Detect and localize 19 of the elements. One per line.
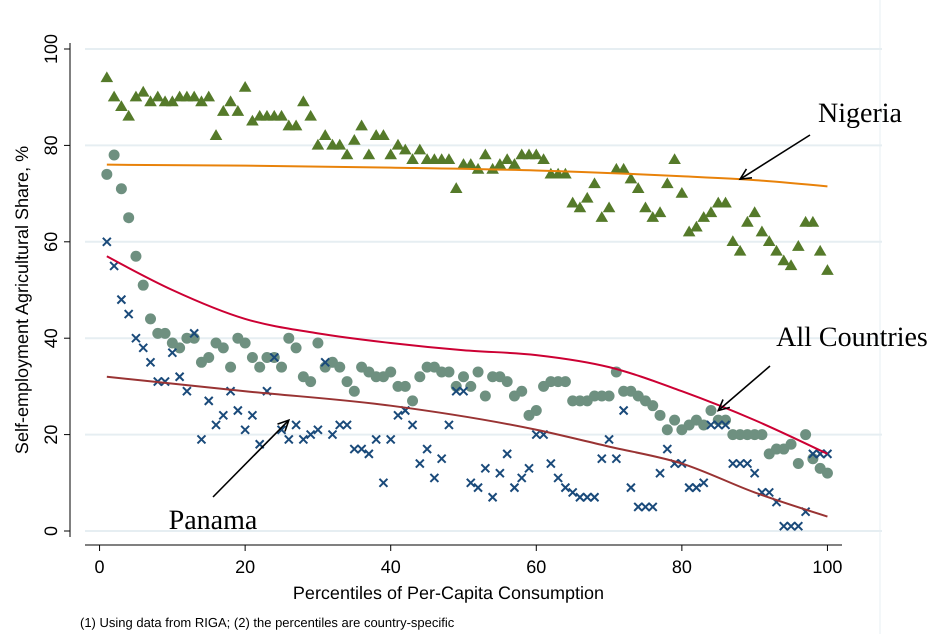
y-tick-label: 0 [41, 526, 61, 536]
x-tick-label: 100 [812, 557, 842, 577]
x-tick-label: 40 [380, 557, 401, 577]
y-tick-label: 100 [41, 34, 61, 64]
line-series [106, 164, 828, 188]
x-axis-title: Percentiles of Per-Capita Consumption [292, 583, 604, 603]
annotation: Panama [168, 505, 258, 536]
x-tick-label: 60 [526, 557, 546, 577]
annotation: Nigeria [818, 98, 903, 129]
x-tick-label: 80 [672, 557, 692, 577]
y-axis-title: Self-employment Agricultural Share, % [12, 146, 32, 454]
annotation: All Countries [776, 322, 928, 353]
y-tick-label: 20 [41, 424, 61, 445]
y-tick-label: 40 [41, 328, 61, 348]
y-tick-label: 80 [41, 135, 61, 156]
x-tick-label: 20 [235, 557, 256, 577]
text: (1) Using data from RIGA; (2) the percentiles are country-specific [80, 615, 455, 630]
y-tick-label: 60 [41, 232, 61, 252]
x-tick-label: 0 [94, 557, 105, 577]
